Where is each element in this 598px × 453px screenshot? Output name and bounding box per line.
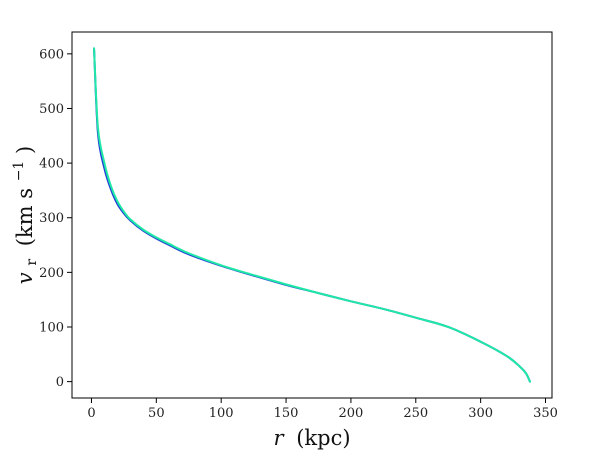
x-axis-label-var: r [273,426,285,450]
y-axis-label: v r (km s −1 ) [4,146,41,284]
x-tick-label: 300 [468,406,493,421]
y-tick-label: 600 [39,47,64,62]
x-tick-label: 250 [403,406,428,421]
series-line-2 [93,47,531,383]
y-axis-label-var: v [13,272,37,284]
x-tick-label: 100 [209,406,234,421]
y-tick-label: 200 [39,266,64,281]
x-axis-label: r (kpc) [273,426,350,450]
x-axis-ticks: 0 50 100 150 200 250 300 350 [87,398,558,421]
y-tick-label: 500 [39,102,64,117]
y-tick-label: 400 [39,157,64,172]
series-line-1 [93,47,531,383]
x-tick-label: 150 [274,406,299,421]
y-tick-label: 0 [56,375,64,390]
y-axis-label-sub: r [24,259,40,266]
y-tick-label: 100 [39,320,64,335]
y-axis-label-unit-close: ) [13,146,37,154]
x-axis-label-unit: (kpc) [296,426,350,450]
y-axis-label-unit-open: (km s [13,188,37,246]
x-tick-label: 350 [533,406,558,421]
plot-frame [71,31,553,399]
x-tick-label: 50 [148,406,165,421]
x-tick-label: 200 [339,406,364,421]
y-axis-label-sup: −1 [11,161,27,182]
y-tick-label: 300 [39,211,64,226]
y-axis-ticks: 0 100 200 300 400 500 600 [39,47,72,390]
series-layer [93,47,531,383]
x-tick-label: 0 [87,406,95,421]
